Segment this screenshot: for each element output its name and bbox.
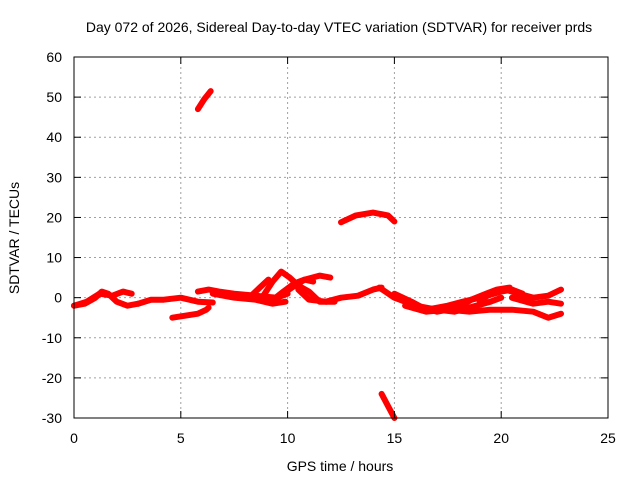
y-tick-label: -10 <box>42 330 62 346</box>
chart-title: Day 072 of 2026, Sidereal Day-to-day VTE… <box>86 19 592 35</box>
series-arc-6 <box>209 290 289 307</box>
y-tick-label: 10 <box>46 250 62 266</box>
y-axis-tick-labels: -30 -20 -10 0 10 20 30 40 50 60 <box>42 49 62 426</box>
x-tick-label: 10 <box>280 430 296 446</box>
series-arc-19 <box>476 286 564 305</box>
y-tick-label: 0 <box>54 290 62 306</box>
series-arc-13 <box>338 209 398 226</box>
series-arc-3 <box>135 294 216 307</box>
y-tick-label: 60 <box>46 49 62 65</box>
series-arc-7 <box>194 88 214 113</box>
x-tick-label: 5 <box>177 430 185 446</box>
series-arc-2 <box>71 288 135 309</box>
y-tick-label: 50 <box>46 89 62 105</box>
y-tick-label: 30 <box>46 169 62 185</box>
y-tick-label: -30 <box>42 410 62 426</box>
series-arc-14 <box>378 390 398 421</box>
x-tick-label: 15 <box>387 430 403 446</box>
data-series <box>71 88 564 421</box>
x-tick-label: 25 <box>600 430 616 446</box>
x-tick-label: 0 <box>70 430 78 446</box>
y-axis-label: SDTVAR / TECUs <box>6 182 22 294</box>
grid <box>74 57 608 418</box>
plot-frame <box>73 56 609 419</box>
series-arc-4 <box>169 304 212 321</box>
series-arc-12 <box>295 284 385 305</box>
y-tick-label: -20 <box>42 370 62 386</box>
axis-ticks <box>73 56 609 419</box>
series-arc-8 <box>246 276 272 301</box>
x-axis-tick-labels: 0 5 10 15 20 25 <box>70 430 616 446</box>
series-arc-11 <box>267 276 317 305</box>
x-axis-label: GPS time / hours <box>287 458 394 474</box>
x-tick-label: 20 <box>493 430 509 446</box>
series-arc-20 <box>508 294 564 307</box>
y-tick-label: 20 <box>46 209 62 225</box>
y-tick-label: 40 <box>46 129 62 145</box>
